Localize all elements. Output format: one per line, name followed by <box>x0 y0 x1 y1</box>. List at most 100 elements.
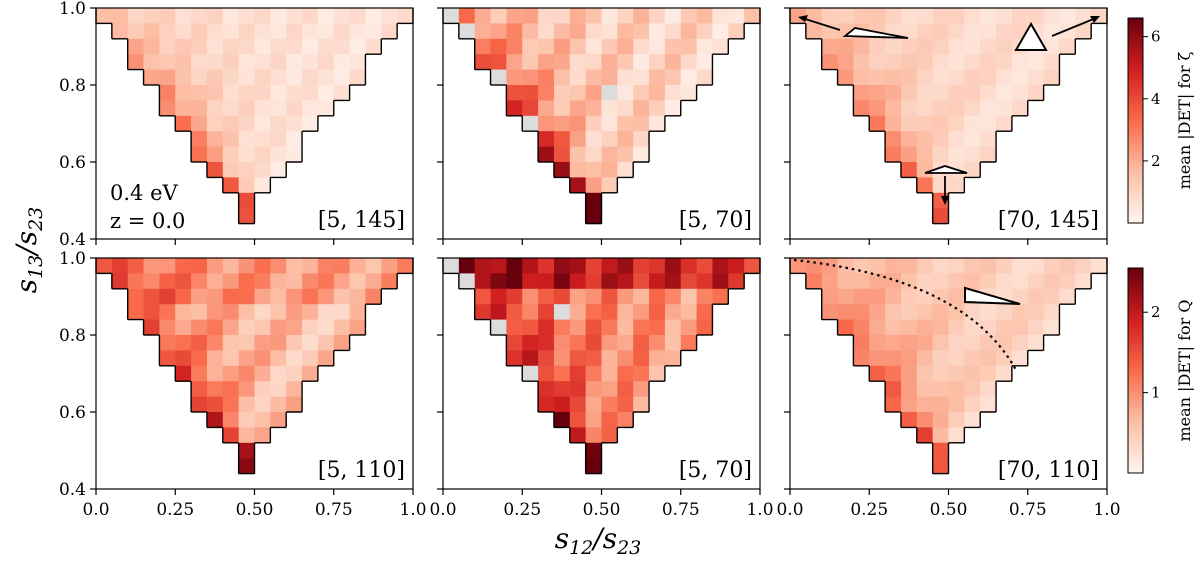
heatmap-cell <box>853 38 870 55</box>
heatmap-cell <box>506 319 523 336</box>
heatmap-cell <box>270 412 287 428</box>
heatmap-cell <box>317 100 335 117</box>
heatmap-cell <box>333 258 350 274</box>
heatmap-cell <box>238 100 255 117</box>
heatmap-cell <box>900 54 918 70</box>
heatmap-cell <box>270 365 287 382</box>
heatmap-cell <box>680 319 697 336</box>
heatmap-cell <box>900 365 918 382</box>
heatmap-cell <box>585 381 602 397</box>
heatmap-cell <box>585 365 602 382</box>
heatmap-cell <box>885 350 902 367</box>
heatmap-cell <box>728 258 745 274</box>
heatmap-cell <box>932 146 949 163</box>
heatmap-cell <box>805 258 823 274</box>
heatmap-cell <box>538 288 555 305</box>
equilateral-triangle-icon <box>1014 21 1048 51</box>
heatmap-cell <box>885 396 902 413</box>
heatmap-cell <box>601 350 618 367</box>
heatmap-cell <box>270 131 287 147</box>
heatmap-cell <box>617 100 634 117</box>
heatmap-cell <box>254 146 271 163</box>
heatmap-cell <box>222 412 240 428</box>
heatmap-cell <box>270 304 287 320</box>
heatmap-cell <box>853 350 870 367</box>
heatmap-cell <box>853 319 870 336</box>
heatmap-cell <box>490 54 507 70</box>
heatmap-cell <box>127 38 144 55</box>
heatmap-cell <box>143 258 160 274</box>
heatmap-cell <box>254 335 271 351</box>
heatmap-cell <box>238 350 255 367</box>
heatmap-cell <box>191 69 208 86</box>
heatmap-cell <box>869 304 886 320</box>
heatmap-cell <box>254 23 271 40</box>
heatmap-cell <box>159 23 176 40</box>
colorbar-label: mean |DET| for ζ <box>1175 51 1194 189</box>
heatmap-cell <box>538 100 555 117</box>
heatmap-cell <box>996 273 1013 290</box>
heatmap-cell <box>980 319 997 336</box>
heatmap-cell <box>996 258 1013 274</box>
heatmap-cell <box>980 69 997 86</box>
heatmap-cell <box>538 381 555 397</box>
heatmap-cell <box>522 304 539 320</box>
heatmap-cell <box>617 8 634 24</box>
heatmap-cell <box>932 365 949 382</box>
heatmap-cell <box>1011 319 1029 336</box>
panel-range-label: [5, 145] <box>318 208 405 233</box>
heatmap-cell <box>633 131 650 147</box>
heatmap-cell <box>916 23 934 40</box>
heatmap-cell <box>522 100 539 117</box>
heatmap-cell <box>143 38 160 55</box>
heatmap-cell <box>270 319 287 336</box>
x-tick-label: 0.50 <box>236 500 274 520</box>
heatmap-cell <box>601 335 618 351</box>
heatmap-cell <box>853 304 870 320</box>
heatmap-cell <box>127 258 144 274</box>
heatmap-cell <box>522 273 539 290</box>
heatmap-cell <box>333 38 350 55</box>
heatmap-cell <box>538 23 555 40</box>
heatmap-cell <box>664 54 682 70</box>
heatmap-cell <box>805 23 823 40</box>
heatmap-cell <box>948 115 965 132</box>
heatmap-cell <box>143 273 160 290</box>
heatmap-cell <box>680 288 697 305</box>
heatmap-cell <box>948 304 965 320</box>
heatmap-cell <box>964 23 981 40</box>
heatmap-cell <box>617 85 634 101</box>
heatmap-cell <box>238 85 255 101</box>
heatmap-cell <box>206 273 224 290</box>
heatmap-cell <box>649 273 666 290</box>
heatmap-cell <box>633 258 650 274</box>
heatmap-cell <box>712 273 729 290</box>
heatmap-cell <box>821 258 838 274</box>
heatmap-cell <box>712 38 729 55</box>
heatmap-cell <box>522 8 539 24</box>
heatmap-cell <box>1027 85 1044 101</box>
heatmap-cell <box>538 85 555 101</box>
heatmap-cell <box>585 350 602 367</box>
heatmap-cell <box>948 177 965 194</box>
heatmap-cell <box>601 162 618 178</box>
heatmap-cell <box>317 288 335 305</box>
heatmap-cell <box>585 458 602 474</box>
heatmap-cell <box>728 23 745 40</box>
heatmap-cell <box>964 258 981 274</box>
heatmap-cell <box>1027 8 1044 24</box>
heatmap-cell <box>238 146 255 163</box>
heatmap-cell <box>633 8 650 24</box>
heatmap-cell <box>175 319 192 336</box>
flattened-triangle-icon <box>924 165 968 174</box>
heatmap-cell <box>1011 335 1029 351</box>
heatmap-cell <box>837 54 854 70</box>
heatmap-cell <box>191 258 208 274</box>
heatmap-cell <box>286 146 303 163</box>
heatmap-cell <box>948 131 965 147</box>
heatmap-cell <box>254 100 271 117</box>
heatmap-cell <box>506 335 523 351</box>
heatmap-cell <box>238 288 255 305</box>
heatmap-cell <box>633 319 650 336</box>
heatmap-cell <box>569 412 587 428</box>
